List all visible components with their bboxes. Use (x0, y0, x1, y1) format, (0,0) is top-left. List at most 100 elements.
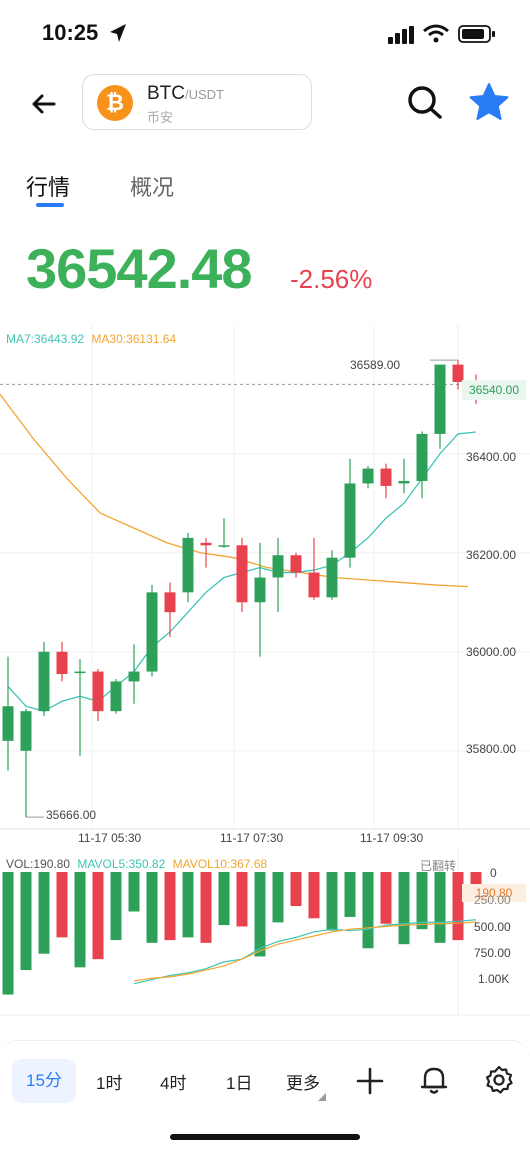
price-axis-label: 35800.00 (466, 742, 517, 756)
tab-overview[interactable]: 概况 (130, 175, 175, 200)
timeframe-more[interactable]: 更多 (286, 1074, 320, 1093)
candle-body (92, 671, 104, 712)
timeframe-15m[interactable]: 15分 (12, 1059, 76, 1103)
timeframe-bar: 15分 1时 4时 1日 更多 (0, 1040, 530, 1121)
last-price: 36542.48 (26, 237, 253, 300)
plus-icon[interactable] (356, 1067, 384, 1095)
vol-axis-label: 1.00K (478, 972, 510, 986)
volume-bar (236, 872, 248, 927)
more-dropdown-icon (318, 1093, 326, 1101)
status-time: 10:25 (42, 20, 99, 45)
ma30-line (0, 393, 469, 588)
volume-bar (398, 872, 410, 945)
search-icon[interactable] (406, 84, 444, 122)
candle-body (434, 364, 446, 434)
tab-market[interactable]: 行情 (26, 175, 71, 200)
candle-body (146, 592, 158, 672)
volume-bar (56, 872, 68, 938)
volume-bar (74, 872, 86, 968)
candle-body (218, 545, 230, 547)
vol-axis-label: 750.00 (474, 946, 511, 960)
time-axis-label: 11-17 07:30 (220, 831, 284, 845)
tab-indicator (36, 203, 64, 207)
volume-bar (272, 872, 284, 923)
candle-body (398, 480, 410, 484)
candle-body (2, 706, 14, 741)
mavol5-line (133, 919, 477, 985)
current-price-label: 36540.00 (462, 380, 526, 400)
volume-bar (362, 872, 374, 949)
pair-symbol: BTC/USDT (147, 83, 224, 104)
pair-selector[interactable]: ₿ BTC/USDT 币安 (82, 74, 312, 130)
volume-bar (2, 872, 14, 995)
candle-body (272, 555, 284, 578)
wifi-icon (423, 24, 449, 43)
volume-bar (380, 872, 392, 924)
candle-body (254, 577, 266, 603)
volume-bar (326, 872, 338, 931)
volume-bar (92, 872, 104, 960)
flipped-label[interactable]: 已翻转 (420, 859, 457, 873)
candle-body (20, 711, 32, 751)
volume-legend: VOL:190.80 MAVOL5:350.82 MAVOL10:367.68 (6, 857, 267, 871)
bell-icon[interactable] (420, 1065, 448, 1095)
settings-gear-icon[interactable] (484, 1065, 514, 1095)
price-axis-label: 36000.00 (466, 645, 517, 659)
mavol5-legend: MAVOL5:350.82 (77, 857, 166, 871)
location-arrow-icon (110, 24, 126, 42)
volume-bar (452, 872, 464, 941)
volume-bar (182, 872, 194, 938)
mavol10-line (133, 921, 477, 982)
volume-bar (128, 872, 140, 912)
favorite-star-icon[interactable] (468, 82, 510, 122)
price-axis-label: 36200.00 (466, 548, 517, 562)
volume-bar (38, 872, 50, 954)
volume-bar (290, 872, 302, 907)
timeframe-1h[interactable]: 1时 (96, 1074, 123, 1093)
ma7-legend: MA7:36443.92 (6, 332, 85, 346)
timeframe-1d[interactable]: 1日 (226, 1074, 253, 1093)
candle-body (236, 545, 248, 603)
volume-bar (110, 872, 122, 941)
candle-body (416, 433, 428, 481)
volume-bar (416, 872, 428, 930)
back-arrow-icon[interactable] (28, 88, 60, 120)
pair-quote: /USDT (185, 87, 224, 102)
candle-body (164, 592, 176, 613)
candle-body (200, 542, 212, 546)
time-axis-label: 11-17 09:30 (360, 831, 424, 845)
mavol10-legend: MAVOL10:367.68 (172, 857, 268, 871)
candle-body (380, 468, 392, 486)
price-axis-label: 36400.00 (466, 450, 517, 464)
exchange-name: 币安 (147, 110, 174, 125)
volume-bar (146, 872, 158, 943)
volume-bar (308, 872, 320, 919)
volume-bar (200, 872, 212, 943)
candle-body (128, 671, 140, 682)
candle-body (182, 537, 194, 593)
time-axis-label: 11-17 05:30 (78, 831, 142, 845)
cellular-signal-icon (388, 26, 414, 44)
candlestick-chart[interactable] (0, 325, 530, 830)
volume-bar (254, 872, 266, 957)
volume-bar (164, 872, 176, 941)
vol-axis-label: 250.00 (474, 893, 511, 907)
vol-legend: VOL:190.80 (6, 857, 71, 871)
ma-legend: MA7:36443.92 MA30:36131.64 (6, 332, 176, 346)
low-price-label: 35666.00 (46, 808, 97, 822)
vol-axis-label: 500.00 (474, 920, 511, 934)
ma30-legend: MA30:36131.64 (91, 332, 177, 346)
candle-body (344, 483, 356, 558)
current-vol-label: 190.80 (462, 884, 526, 902)
candle-body (308, 572, 320, 598)
candle-body (110, 681, 122, 712)
volume-bar (434, 872, 446, 943)
timeframe-4h[interactable]: 4时 (160, 1074, 187, 1093)
volume-chart[interactable] (0, 850, 530, 1020)
volume-bar (344, 872, 356, 917)
volume-bar (218, 872, 230, 926)
candle-body (56, 651, 68, 675)
candle-body (290, 555, 302, 573)
candle-body (362, 468, 374, 484)
candle-body (38, 651, 50, 712)
